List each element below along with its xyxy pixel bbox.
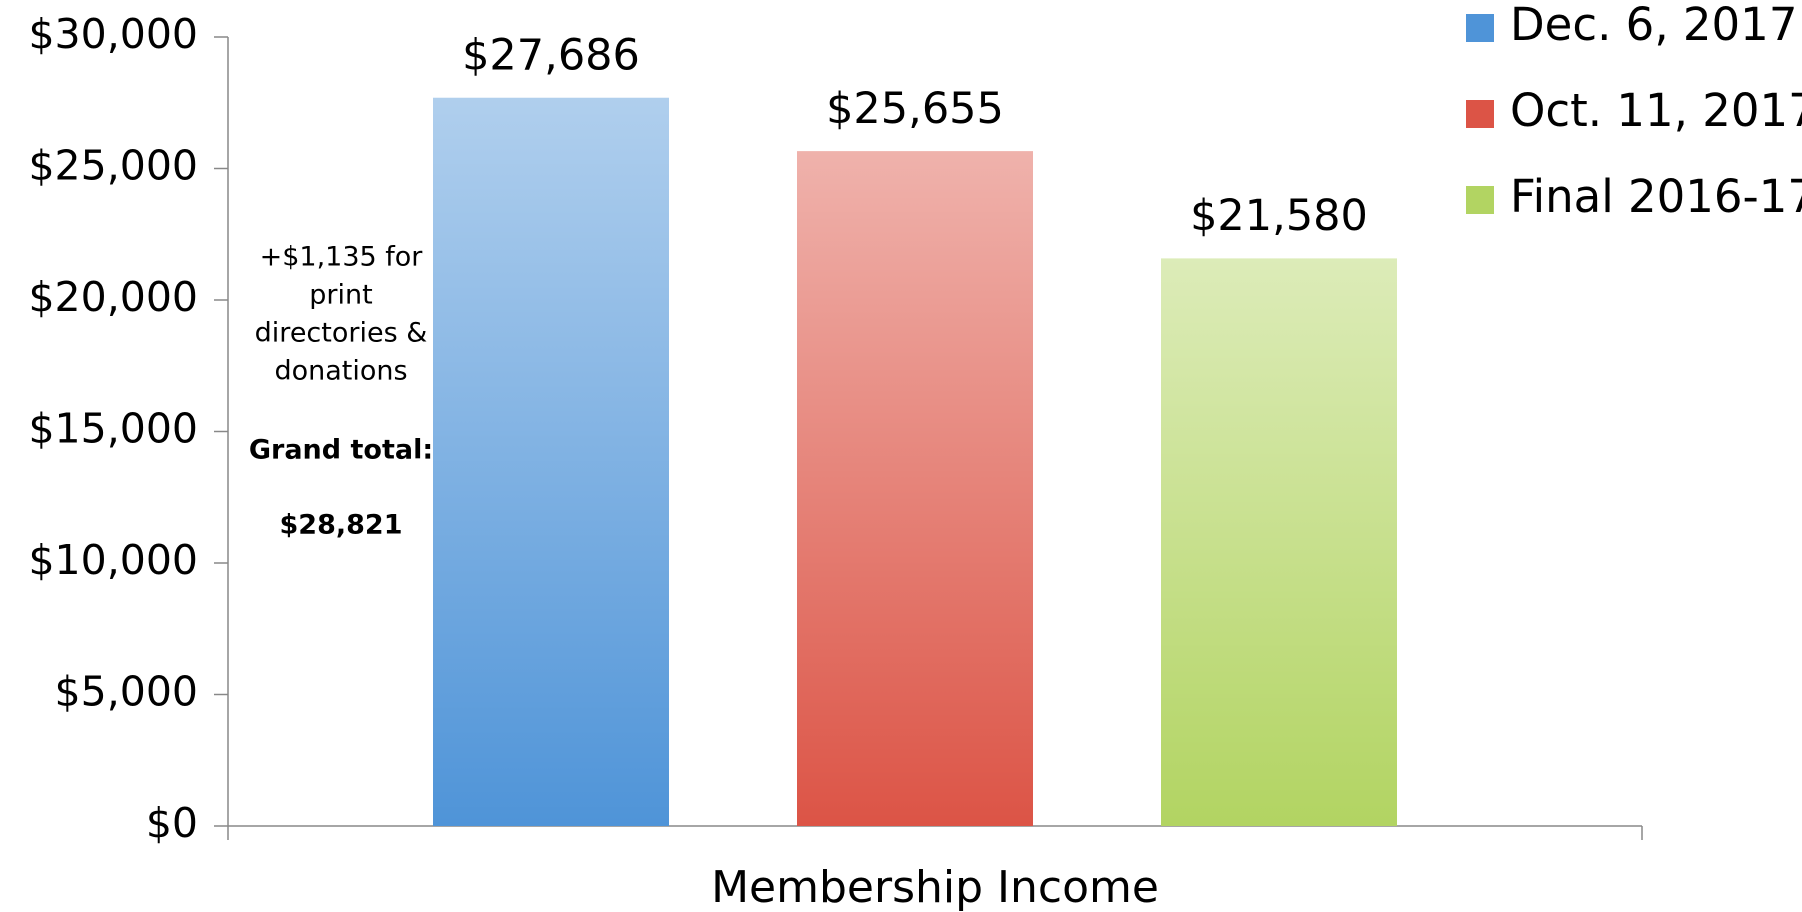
y-tick-label: $20,000 xyxy=(28,273,198,321)
legend-swatch xyxy=(1466,14,1494,42)
annotation-total-label: Grand total: xyxy=(249,435,433,466)
legend-swatch xyxy=(1466,100,1494,128)
bar-shine xyxy=(1161,258,1397,826)
annotation-line: +$1,135 for xyxy=(260,242,424,273)
legend-swatch xyxy=(1466,186,1494,214)
annotation-total-value: $28,821 xyxy=(280,510,403,541)
annotation-line: directories & xyxy=(255,318,428,349)
y-tick-label: $15,000 xyxy=(28,405,198,453)
x-tick-label: Membership Income xyxy=(711,862,1159,912)
value-label: $27,686 xyxy=(462,30,640,80)
y-tick-label: $0 xyxy=(146,799,198,847)
legend-label: Final 2016-17 xyxy=(1510,170,1802,223)
value-label: $25,655 xyxy=(826,84,1004,134)
value-label: $21,580 xyxy=(1190,191,1368,241)
y-tick-label: $10,000 xyxy=(28,536,198,584)
bar-shine xyxy=(433,97,669,826)
legend-label: Dec. 6, 2017 xyxy=(1510,0,1797,51)
y-tick-label: $30,000 xyxy=(28,10,198,58)
annotation-line: donations xyxy=(274,356,407,387)
y-tick-label: $5,000 xyxy=(55,668,198,716)
y-tick-label: $25,000 xyxy=(28,142,198,190)
legend-label: Oct. 11, 2017 xyxy=(1510,84,1802,137)
bar-shine xyxy=(797,151,1033,826)
annotation-line: print xyxy=(309,280,372,311)
